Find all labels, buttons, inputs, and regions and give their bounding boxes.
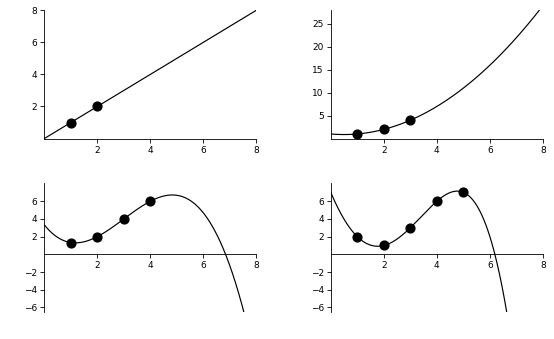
Point bbox=[379, 127, 388, 132]
Point bbox=[406, 118, 415, 123]
Point bbox=[433, 199, 442, 204]
Point bbox=[379, 243, 388, 248]
Point bbox=[353, 131, 362, 137]
Point bbox=[66, 120, 75, 125]
Point bbox=[406, 225, 415, 231]
Point bbox=[93, 104, 102, 109]
Point bbox=[66, 240, 75, 245]
Point bbox=[120, 216, 129, 222]
Point bbox=[93, 234, 102, 239]
Point bbox=[146, 199, 155, 204]
Point bbox=[459, 190, 468, 195]
Point bbox=[353, 234, 362, 239]
